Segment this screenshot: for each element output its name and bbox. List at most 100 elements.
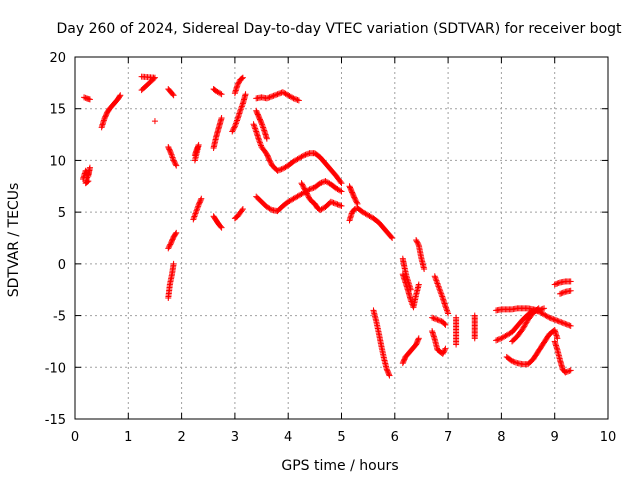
data-point xyxy=(547,315,554,322)
data-point xyxy=(230,125,237,132)
data-point xyxy=(85,178,92,185)
data-point xyxy=(239,206,246,213)
data-point xyxy=(513,359,520,366)
x-tick-label: 7 xyxy=(444,430,452,445)
data-point xyxy=(299,181,306,188)
data-point xyxy=(234,117,241,124)
data-point xyxy=(407,297,414,304)
data-point xyxy=(229,128,236,135)
data-point xyxy=(271,92,278,99)
data-point xyxy=(441,320,448,327)
data-point xyxy=(554,335,561,342)
data-point xyxy=(421,266,428,273)
data-point xyxy=(534,306,541,313)
data-point xyxy=(439,293,446,300)
data-point xyxy=(442,345,449,352)
data-point xyxy=(441,348,448,355)
data-point xyxy=(300,184,307,191)
data-point xyxy=(165,244,172,251)
data-point xyxy=(233,118,240,125)
data-point xyxy=(435,283,442,290)
data-point xyxy=(354,200,361,207)
data-point xyxy=(549,315,556,322)
data-point xyxy=(443,306,450,313)
data-point xyxy=(256,139,263,146)
data-point xyxy=(239,207,246,214)
data-point xyxy=(567,322,574,329)
data-point xyxy=(331,200,338,207)
data-point xyxy=(338,188,345,195)
data-point xyxy=(299,153,306,160)
data-point xyxy=(511,359,518,366)
data-point xyxy=(237,107,244,114)
data-point xyxy=(170,157,177,164)
data-point xyxy=(81,94,88,101)
data-point xyxy=(229,127,236,134)
data-point xyxy=(565,368,572,375)
plot-frame xyxy=(74,56,609,420)
data-point xyxy=(327,198,334,205)
data-point xyxy=(567,287,574,294)
data-point xyxy=(293,96,300,103)
data-point xyxy=(562,320,569,327)
data-point xyxy=(235,79,242,86)
data-point xyxy=(438,290,445,297)
data-point xyxy=(218,91,225,98)
data-point xyxy=(275,90,282,97)
y-tick-label: 20 xyxy=(49,51,66,66)
data-point xyxy=(413,237,420,244)
data-point xyxy=(433,277,440,284)
data-point xyxy=(430,315,437,322)
data-point xyxy=(171,158,178,165)
data-point xyxy=(218,224,225,231)
data-point xyxy=(561,289,568,296)
data-point xyxy=(232,121,239,128)
data-point xyxy=(386,372,393,379)
data-point xyxy=(567,278,574,285)
data-point xyxy=(190,216,197,223)
axis-ticks: 0 1 2 3 4 5 6 7 8 9 10 -15 -10 -5 0 5 10 15 20 xyxy=(45,51,617,445)
data-point xyxy=(389,235,396,241)
data-point xyxy=(510,358,517,365)
data-point xyxy=(251,124,258,131)
data-point xyxy=(194,204,201,211)
x-tick-label: 2 xyxy=(177,430,185,445)
data-point xyxy=(559,289,566,296)
data-point xyxy=(453,341,460,348)
y-tick-label: 10 xyxy=(49,154,66,169)
x-tick-label: 4 xyxy=(284,430,292,445)
data-point xyxy=(561,320,568,327)
data-point xyxy=(541,305,548,312)
data-point xyxy=(318,179,325,186)
data-point xyxy=(333,200,340,207)
y-axis-label: SDTVAR / TECUs xyxy=(6,183,22,298)
data-point xyxy=(563,321,570,328)
data-point xyxy=(497,335,504,342)
data-point xyxy=(217,223,224,230)
data-point xyxy=(563,368,570,375)
data-point xyxy=(239,101,246,108)
data-point xyxy=(139,86,146,93)
y-tick-label: 0 xyxy=(58,258,66,273)
data-point xyxy=(351,194,358,201)
data-point xyxy=(566,322,573,329)
data-point xyxy=(274,167,281,174)
data-point xyxy=(442,304,449,311)
data-point xyxy=(558,319,565,326)
data-point xyxy=(267,206,274,213)
data-point xyxy=(351,195,358,202)
data-point xyxy=(415,336,422,343)
data-points xyxy=(79,73,574,379)
data-point xyxy=(415,335,422,342)
data-point xyxy=(413,238,420,245)
data-point xyxy=(553,281,560,288)
data-point xyxy=(415,240,422,247)
data-point xyxy=(86,96,93,103)
data-point xyxy=(167,150,174,157)
data-point xyxy=(353,198,360,205)
data-point xyxy=(192,210,199,217)
data-point xyxy=(436,284,443,291)
data-point xyxy=(317,180,324,187)
data-point xyxy=(434,281,441,288)
